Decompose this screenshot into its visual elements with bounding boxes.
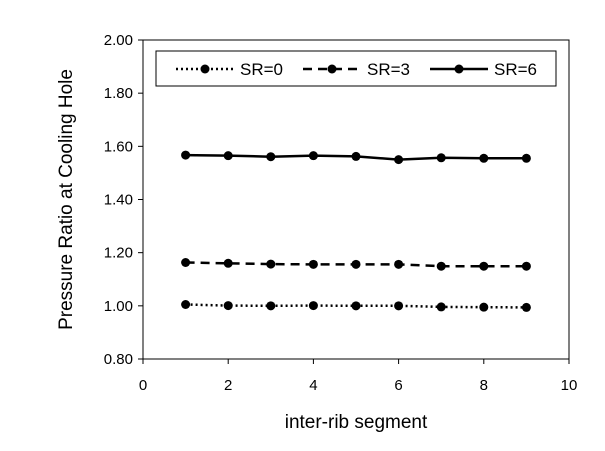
data-point bbox=[436, 261, 446, 271]
data-point bbox=[223, 301, 233, 311]
data-point bbox=[521, 153, 531, 163]
data-point bbox=[351, 151, 361, 161]
legend-label: SR=3 bbox=[367, 60, 410, 79]
legend-swatch-marker bbox=[200, 64, 210, 74]
data-point bbox=[308, 301, 318, 311]
y-axis-label: Pressure Ratio at Cooling Hole bbox=[56, 69, 77, 330]
data-point bbox=[223, 151, 233, 161]
data-point bbox=[436, 153, 446, 163]
data-point bbox=[223, 258, 233, 268]
series-2 bbox=[181, 258, 531, 271]
series-1 bbox=[181, 300, 531, 312]
legend-swatch-marker bbox=[327, 64, 337, 74]
legend-swatch-marker bbox=[454, 64, 464, 74]
data-point bbox=[266, 152, 276, 162]
data-point bbox=[181, 150, 191, 160]
data-point bbox=[351, 301, 361, 311]
legend-label: SR=6 bbox=[494, 60, 537, 79]
data-point bbox=[394, 259, 404, 269]
y-tick-label: 1.40 bbox=[104, 192, 133, 209]
plot-axes: 0.80 1.00 1.20 1.40 1.60 1.80 2.00 0 2 4 6 8 10 bbox=[104, 32, 578, 394]
data-point bbox=[181, 258, 191, 268]
data-point bbox=[181, 300, 191, 310]
x-axis-label: inter-rib segment bbox=[285, 412, 428, 433]
data-point bbox=[394, 155, 404, 165]
data-point bbox=[436, 302, 446, 312]
x-tick-label: 8 bbox=[480, 377, 488, 394]
y-tick-label: 1.00 bbox=[104, 298, 133, 315]
data-point bbox=[521, 302, 531, 312]
data-point bbox=[479, 302, 489, 312]
plot-frame bbox=[142, 39, 570, 360]
x-tick-label: 6 bbox=[394, 377, 402, 394]
y-tick-label: 1.20 bbox=[104, 245, 133, 262]
data-point bbox=[308, 151, 318, 161]
y-tick-label: 2.00 bbox=[104, 32, 133, 49]
data-point bbox=[521, 261, 531, 271]
data-point bbox=[479, 153, 489, 163]
legend: SR=0 SR=3 SR=6 bbox=[155, 50, 557, 87]
data-point bbox=[479, 261, 489, 271]
data-point bbox=[351, 259, 361, 269]
data-point bbox=[266, 259, 276, 269]
x-tick-label: 0 bbox=[139, 377, 147, 394]
x-tick-label: 10 bbox=[561, 377, 578, 394]
y-tick-label: 1.60 bbox=[104, 138, 133, 155]
y-tick-label: 1.80 bbox=[104, 85, 133, 102]
data-point bbox=[266, 301, 276, 311]
series-layer bbox=[181, 150, 531, 312]
legend-label: SR=0 bbox=[240, 60, 283, 79]
y-tick-label: 0.80 bbox=[104, 351, 133, 368]
data-point bbox=[308, 259, 318, 269]
data-point bbox=[394, 301, 404, 311]
x-tick-label: 2 bbox=[224, 377, 232, 394]
series-3 bbox=[181, 150, 531, 165]
x-tick-label: 4 bbox=[309, 377, 317, 394]
